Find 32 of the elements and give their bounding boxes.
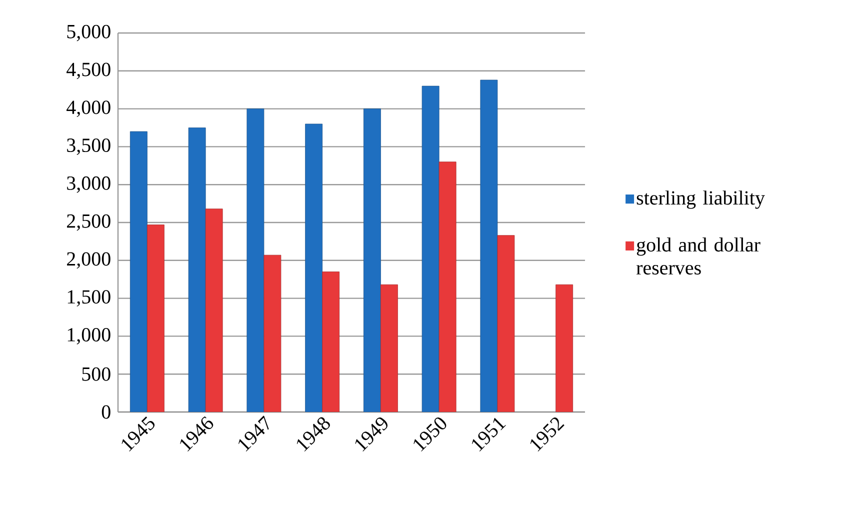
y-tick-label: 2,500	[67, 214, 110, 231]
x-tick-label: 1951	[472, 418, 506, 452]
y-tick-label: 1,500	[68, 290, 110, 306]
bar	[305, 124, 323, 412]
y-tick-label: 4,500	[66, 62, 110, 80]
x-tick-label: 1952	[530, 417, 564, 452]
bar	[130, 131, 148, 412]
bar	[322, 272, 340, 412]
bar	[205, 208, 223, 412]
y-tick-label: 500	[82, 367, 110, 381]
y-tick-label: 2,000	[67, 252, 110, 269]
bar	[556, 284, 574, 412]
bar	[146, 224, 164, 412]
y-tick-label: 1,000	[68, 328, 110, 344]
bar	[363, 108, 381, 412]
bar	[188, 128, 206, 412]
bar	[246, 108, 264, 412]
bar	[480, 80, 498, 412]
legend-label: gold and dollar reserves	[636, 238, 760, 275]
y-tick-label: 5,000	[67, 24, 110, 42]
y-tick-label: 0	[102, 405, 110, 419]
legend-label: sterling liability	[636, 190, 765, 209]
y-tick-label: 3,500	[67, 138, 110, 155]
y-tick-label: 3,000	[67, 176, 110, 193]
bar	[422, 86, 440, 412]
x-tick-label: 1949	[355, 417, 388, 452]
x-tick-label: 1950	[414, 418, 446, 452]
bar	[264, 254, 282, 412]
y-tick-label: 4,000	[66, 100, 110, 117]
bar	[438, 162, 456, 412]
bar	[497, 235, 515, 412]
bar	[380, 284, 398, 412]
